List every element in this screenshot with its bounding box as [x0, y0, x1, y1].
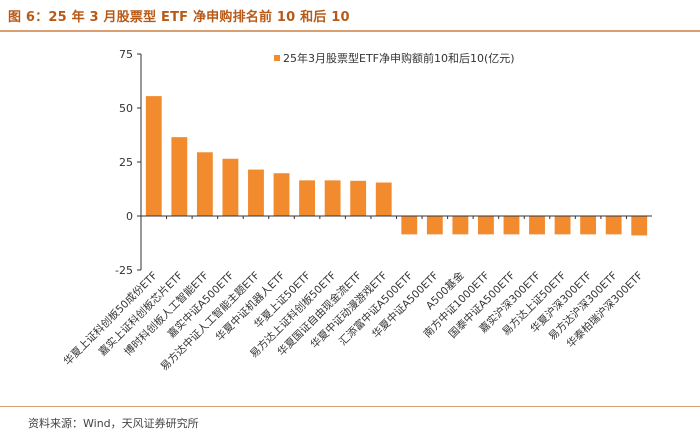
bar — [529, 216, 545, 235]
bar — [273, 173, 290, 216]
x-axis-tick-labels: 华夏上证科创板50成份ETF嘉实上证科创板芯片ETF博时科创板人工智能ETF嘉实… — [61, 216, 645, 373]
y-tick-label: 75 — [119, 48, 133, 61]
bar-chart: 25年3月股票型ETF净申购额前10和后10(亿元) -25 0 25 50 75 华夏… — [61, 48, 652, 373]
legend-label: 25年3月股票型ETF净申购额前10和后10(亿元) — [283, 51, 515, 65]
y-tick-label: 50 — [119, 102, 133, 115]
bar — [350, 180, 367, 216]
figure-title: 图 6：25 年 3 月股票型 ETF 净申购排名前 10 和后 10 — [8, 10, 350, 25]
bar — [503, 216, 520, 235]
y-axis-ticks: -25 0 25 50 75 — [115, 48, 141, 277]
bar — [324, 180, 341, 216]
bar-series — [145, 96, 648, 236]
title-divider — [0, 30, 700, 32]
bar — [426, 216, 443, 235]
bar — [580, 216, 597, 235]
bar — [145, 96, 162, 216]
y-tick-label: 0 — [126, 210, 133, 223]
bar — [478, 216, 494, 235]
y-tick-label: 25 — [119, 156, 133, 169]
chart-legend: 25年3月股票型ETF净申购额前10和后10(亿元) — [274, 51, 515, 65]
bar — [375, 182, 392, 216]
footer-divider — [0, 406, 700, 407]
bar — [196, 152, 213, 216]
bar — [554, 216, 571, 235]
y-tick-label: -25 — [115, 264, 133, 277]
bar — [248, 169, 264, 216]
bar — [401, 216, 418, 235]
legend-swatch — [274, 55, 280, 61]
bar — [605, 216, 622, 235]
bar — [452, 216, 469, 235]
bar — [299, 180, 315, 216]
source-note: 资料来源：Wind，天风证券研究所 — [28, 417, 199, 430]
bar — [222, 158, 239, 216]
bar — [171, 137, 188, 216]
bar — [631, 216, 648, 236]
